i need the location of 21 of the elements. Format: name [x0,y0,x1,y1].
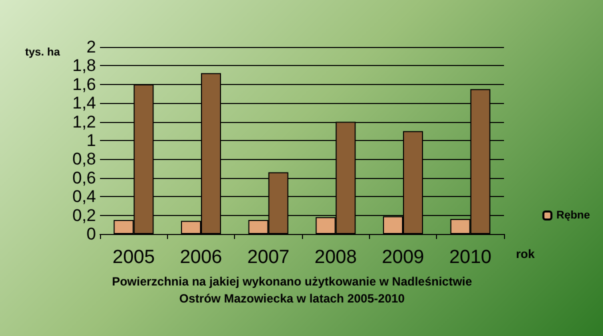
x-tick-label: 2008 [314,247,357,268]
y-tick-label: 1,6 [72,74,96,94]
y-tick-label: 1,2 [72,112,96,132]
x-tick-label: 2005 [112,247,155,268]
x-tick-label: 2010 [449,247,492,268]
x-axis-title: rok [516,247,535,261]
y-tick-label: 1 [86,131,96,150]
y-tick-label: 1,8 [72,56,96,76]
y-tick-label: 0,6 [72,168,96,188]
x-tick-label: 2006 [180,247,222,268]
y-tick-label: 0 [86,224,96,244]
y-tick-label: 2 [86,38,96,56]
y-axis-title: tys. ha [25,46,61,58]
legend-label: Rębne [556,210,590,222]
text: Powierzchnia na jakiej wykonano użytkowanie w Nadleśnictwie Ostrów Mazowiecka w latach 2005-2010 [112,274,472,306]
y-tick-label: 0,8 [72,150,96,169]
x-tick-label: 2007 [247,247,290,268]
y-tick-label: 0,2 [72,206,96,225]
y-tick-label: 1,4 [72,94,96,113]
y-tick-label: 0,4 [72,187,96,206]
x-tick-label: 2009 [382,247,424,268]
